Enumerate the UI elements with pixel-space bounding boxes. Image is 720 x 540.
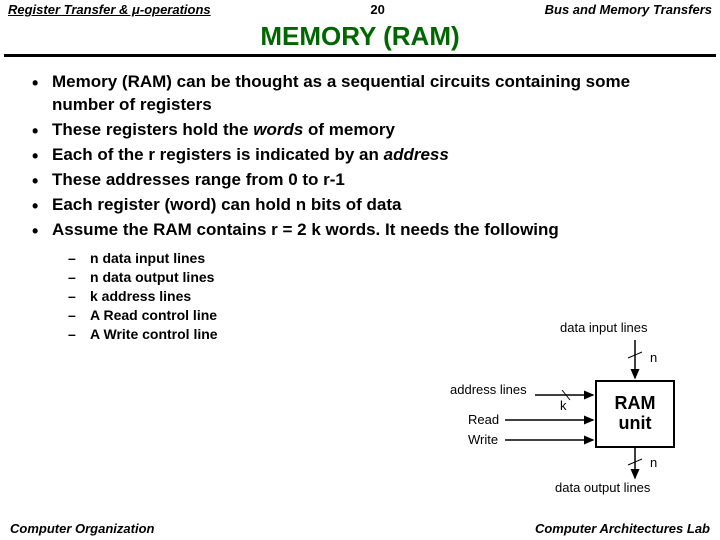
bullet-item: These registers hold the words of memory (28, 119, 692, 142)
bullet-item: Each of the r registers is indicated by … (28, 144, 692, 167)
page-title: MEMORY (RAM) (0, 21, 720, 52)
ram-diagram: data input lines n address lines k Read … (400, 320, 700, 500)
header: Register Transfer & μ-operations 20 Bus … (0, 0, 720, 17)
bullet-text: These registers hold the (52, 120, 253, 139)
title-rule (4, 54, 716, 57)
bullet-list: Memory (RAM) can be thought as a sequent… (28, 71, 692, 242)
bullet-item: These addresses range from 0 to r-1 (28, 169, 692, 192)
header-right: Bus and Memory Transfers (545, 2, 712, 17)
label-data-output: data output lines (555, 480, 650, 495)
sub-item: n data output lines (68, 269, 692, 285)
bullet-item: Each register (word) can hold n bits of … (28, 194, 692, 217)
label-data-input: data input lines (560, 320, 647, 335)
bullet-item: Memory (RAM) can be thought as a sequent… (28, 71, 692, 117)
header-left: Register Transfer & μ-operations (8, 2, 211, 17)
bullet-item: Assume the RAM contains r = 2 k words. I… (28, 219, 692, 242)
label-address: address lines (450, 382, 527, 397)
bullet-text: of memory (303, 120, 395, 139)
footer: Computer Organization Computer Architect… (0, 521, 720, 536)
label-n-bottom: n (650, 455, 657, 470)
bullet-text: These addresses range from 0 to r-1 (52, 170, 345, 189)
ram-box-label: RAM unit (597, 394, 673, 434)
sub-item: k address lines (68, 288, 692, 304)
footer-left: Computer Organization (10, 521, 154, 536)
bullet-text: Each register (word) can hold n bits of … (52, 195, 402, 214)
sub-item: n data input lines (68, 250, 692, 266)
bullet-text: Assume the RAM contains r = 2 k words. I… (52, 220, 559, 239)
label-k: k (560, 398, 567, 413)
slide-number: 20 (370, 2, 384, 17)
label-n-top: n (650, 350, 657, 365)
content: Memory (RAM) can be thought as a sequent… (0, 71, 720, 342)
label-read: Read (468, 412, 499, 427)
footer-right: Computer Architectures Lab (535, 521, 710, 536)
ram-box: RAM unit (595, 380, 675, 448)
bullet-em: address (384, 145, 449, 164)
bullet-text: Memory (RAM) can be thought as a sequent… (52, 72, 630, 114)
bullet-em: words (253, 120, 303, 139)
bullet-text: Each of the r registers is indicated by … (52, 145, 384, 164)
label-write: Write (468, 432, 498, 447)
